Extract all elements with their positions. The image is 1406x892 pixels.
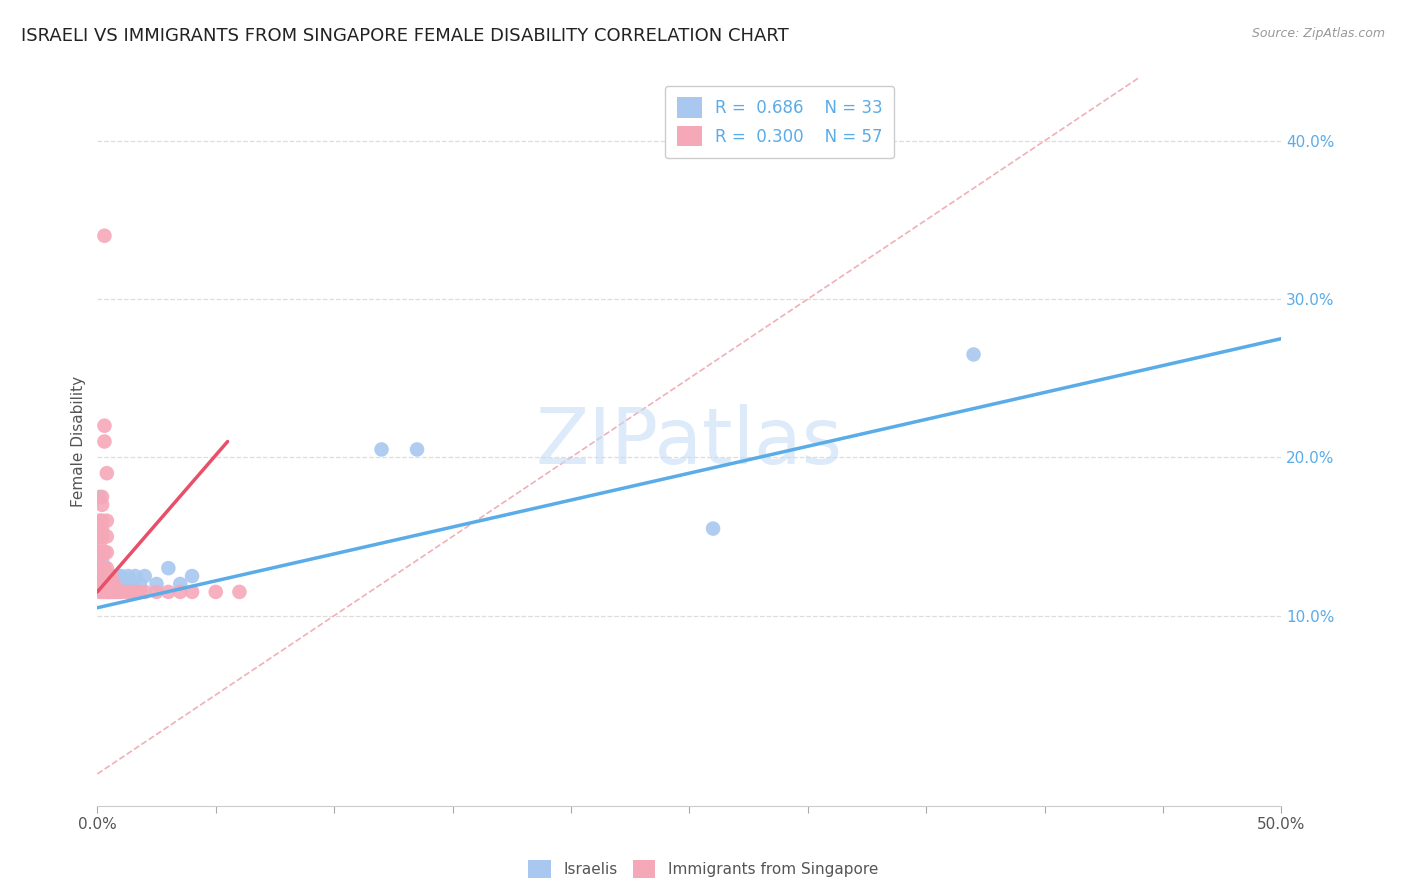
Point (91, 490, 114, 504)
Point (117, 569, 139, 583)
Point (145, 585, 167, 599)
Text: Source: ZipAtlas.com: Source: ZipAtlas.com (1251, 27, 1385, 40)
Point (93, 228, 115, 243)
Point (134, 569, 156, 583)
Point (89, 522, 111, 536)
Point (89, 529, 111, 543)
Point (103, 569, 125, 583)
Point (96, 529, 118, 543)
Point (114, 577, 136, 591)
Point (107, 577, 129, 591)
Point (145, 577, 167, 591)
Point (91, 514, 114, 528)
Point (228, 585, 250, 599)
Point (112, 577, 135, 591)
Point (93, 561, 115, 575)
Point (89, 553, 111, 567)
Point (157, 561, 180, 575)
Point (406, 442, 429, 457)
Point (89, 490, 111, 504)
Point (98, 577, 121, 591)
Point (181, 585, 204, 599)
Point (134, 585, 156, 599)
Point (103, 585, 125, 599)
Point (204, 585, 226, 599)
Point (100, 577, 122, 591)
Point (96, 466, 118, 480)
Point (96, 577, 118, 591)
Point (100, 569, 122, 583)
Point (98, 585, 121, 599)
Legend: Israelis, Immigrants from Singapore: Israelis, Immigrants from Singapore (522, 854, 884, 884)
Point (98, 569, 121, 583)
Point (96, 585, 118, 599)
Point (91, 529, 114, 543)
Point (107, 569, 129, 583)
Point (91, 522, 114, 536)
Point (91, 585, 114, 599)
Point (98, 569, 121, 583)
Point (370, 442, 392, 457)
Point (96, 577, 118, 591)
Point (96, 514, 118, 528)
Point (93, 561, 115, 575)
Point (100, 585, 122, 599)
Point (105, 577, 128, 591)
Point (120, 585, 142, 599)
Point (89, 545, 111, 559)
Point (103, 577, 125, 591)
Point (96, 561, 118, 575)
Point (89, 577, 111, 591)
Point (89, 537, 111, 551)
Point (103, 577, 125, 591)
Point (98, 585, 121, 599)
Point (91, 498, 114, 512)
Point (89, 514, 111, 528)
Point (89, 545, 111, 559)
Point (100, 569, 122, 583)
Point (122, 577, 145, 591)
Point (129, 577, 152, 591)
Point (110, 569, 132, 583)
Point (169, 585, 191, 599)
Point (169, 577, 191, 591)
Point (93, 545, 115, 559)
Point (96, 569, 118, 583)
Point (100, 577, 122, 591)
Point (962, 347, 984, 361)
Point (91, 577, 114, 591)
Point (89, 585, 111, 599)
Point (124, 569, 146, 583)
Point (110, 577, 132, 591)
Point (702, 522, 724, 536)
Point (98, 577, 121, 591)
Point (91, 553, 114, 567)
Point (107, 585, 129, 599)
Point (129, 585, 152, 599)
Point (110, 585, 132, 599)
Point (98, 577, 121, 591)
Point (93, 577, 115, 591)
Text: ZIPatlas: ZIPatlas (536, 403, 842, 480)
Point (93, 569, 115, 583)
Point (93, 585, 115, 599)
Point (89, 569, 111, 583)
Point (157, 585, 180, 599)
Legend: R =  0.686    N = 33, R =  0.300    N = 57: R = 0.686 N = 33, R = 0.300 N = 57 (665, 86, 894, 158)
Point (122, 585, 145, 599)
Point (93, 418, 115, 433)
Point (89, 561, 111, 575)
Point (105, 585, 128, 599)
Point (114, 585, 136, 599)
Point (91, 545, 114, 559)
Point (181, 569, 204, 583)
Point (93, 434, 115, 449)
Y-axis label: Female Disability: Female Disability (72, 376, 86, 507)
Point (91, 561, 114, 575)
Text: ISRAELI VS IMMIGRANTS FROM SINGAPORE FEMALE DISABILITY CORRELATION CHART: ISRAELI VS IMMIGRANTS FROM SINGAPORE FEM… (21, 27, 789, 45)
Point (96, 545, 118, 559)
